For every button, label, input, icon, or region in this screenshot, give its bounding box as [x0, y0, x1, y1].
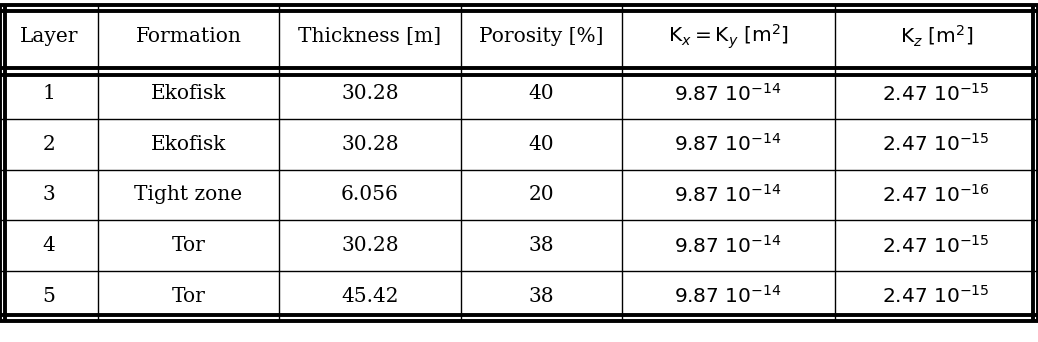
Text: $\mathrm{K}_x = \mathrm{K}_y\ [\mathrm{m}^2]$: $\mathrm{K}_x = \mathrm{K}_y\ [\mathrm{m… — [667, 23, 789, 51]
Text: 30.28: 30.28 — [342, 135, 399, 154]
Text: 30.28: 30.28 — [342, 84, 399, 103]
Text: Tight zone: Tight zone — [134, 185, 243, 205]
Text: $\mathrm{2.47\ 10}^{-15}$: $\mathrm{2.47\ 10}^{-15}$ — [882, 285, 990, 307]
Text: Ekofisk: Ekofisk — [151, 135, 226, 154]
Text: $\mathrm{2.47\ 10}^{-16}$: $\mathrm{2.47\ 10}^{-16}$ — [882, 184, 990, 206]
Text: $\mathrm{2.47\ 10}^{-15}$: $\mathrm{2.47\ 10}^{-15}$ — [882, 133, 990, 155]
Text: Tor: Tor — [171, 236, 206, 255]
Text: $\mathrm{9.87\ 10}^{-14}$: $\mathrm{9.87\ 10}^{-14}$ — [675, 285, 782, 307]
Text: 5: 5 — [43, 287, 55, 306]
Text: 3: 3 — [43, 185, 55, 205]
Text: 30.28: 30.28 — [342, 236, 399, 255]
Text: Porosity [%]: Porosity [%] — [480, 27, 603, 46]
Text: 1: 1 — [43, 84, 55, 103]
Text: Formation: Formation — [136, 27, 241, 46]
Text: Layer: Layer — [20, 27, 78, 46]
Text: $\mathrm{9.87\ 10}^{-14}$: $\mathrm{9.87\ 10}^{-14}$ — [675, 235, 782, 256]
Text: $\mathrm{K}_z\ [\mathrm{m}^2]$: $\mathrm{K}_z\ [\mathrm{m}^2]$ — [900, 24, 973, 49]
Text: Thickness [m]: Thickness [m] — [299, 27, 441, 46]
Text: $\mathrm{9.87\ 10}^{-14}$: $\mathrm{9.87\ 10}^{-14}$ — [675, 83, 782, 105]
Text: 6.056: 6.056 — [342, 185, 399, 205]
Text: $\mathrm{9.87\ 10}^{-14}$: $\mathrm{9.87\ 10}^{-14}$ — [675, 184, 782, 206]
Text: 40: 40 — [528, 135, 554, 154]
Text: Ekofisk: Ekofisk — [151, 84, 226, 103]
Text: $\mathrm{9.87\ 10}^{-14}$: $\mathrm{9.87\ 10}^{-14}$ — [675, 133, 782, 155]
Text: $\mathrm{2.47\ 10}^{-15}$: $\mathrm{2.47\ 10}^{-15}$ — [882, 235, 990, 256]
Text: Tor: Tor — [171, 287, 206, 306]
Text: $\mathrm{2.47\ 10}^{-15}$: $\mathrm{2.47\ 10}^{-15}$ — [882, 83, 990, 105]
Text: 40: 40 — [528, 84, 554, 103]
Text: 38: 38 — [528, 287, 554, 306]
Text: 20: 20 — [528, 185, 554, 205]
Text: 4: 4 — [43, 236, 55, 255]
Text: 2: 2 — [43, 135, 55, 154]
Text: 45.42: 45.42 — [342, 287, 399, 306]
Text: 38: 38 — [528, 236, 554, 255]
